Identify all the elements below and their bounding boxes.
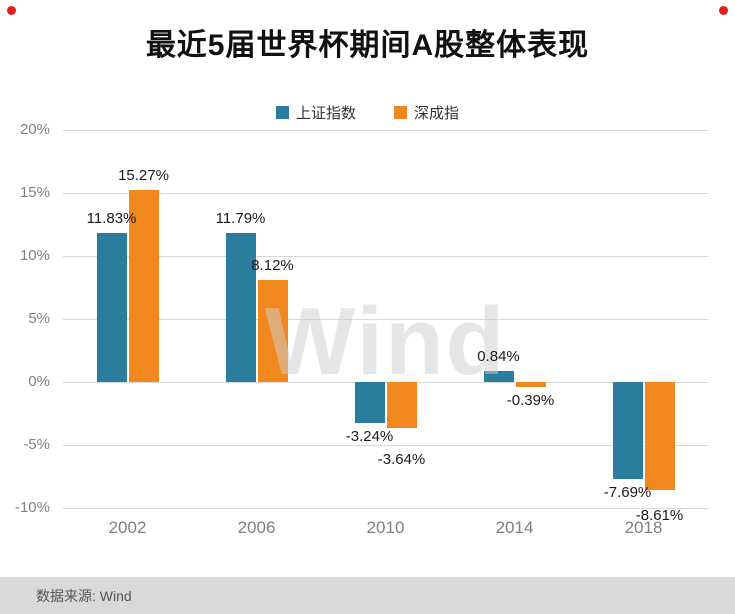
y-tick-label: 20% — [19, 121, 50, 138]
gridline — [63, 256, 708, 257]
bar-上证指数-2002 — [96, 232, 127, 382]
chart-legend: 上证指数 深成指 — [0, 102, 735, 123]
bar-value-label: 8.12% — [251, 256, 294, 274]
red-marker-dot-right — [719, 6, 728, 15]
y-axis-labels: 20% 15% 10% 5% 0% -5% -10% — [0, 121, 56, 516]
bar-深成指-2002 — [128, 189, 159, 382]
red-marker-dot-left — [7, 6, 16, 15]
source-text: 数据来源: Wind — [36, 587, 132, 604]
bar-value-label: 0.84% — [477, 348, 520, 366]
x-tick-label: 2018 — [624, 518, 663, 537]
bar-深成指-2018 — [644, 382, 675, 491]
y-tick-label: 0% — [28, 373, 50, 390]
y-tick-label: 10% — [19, 247, 50, 264]
legend-label-shenzhen: 深成指 — [414, 105, 460, 122]
source-strip: 数据来源: Wind — [0, 577, 735, 614]
bar-上证指数-2014 — [483, 371, 514, 382]
y-tick-label: -10% — [14, 499, 50, 516]
gridline — [63, 319, 708, 320]
bar-value-label: 15.27% — [118, 166, 169, 184]
chart-title: 最近5届世界杯期间A股整体表现 — [145, 29, 590, 62]
plot-area: Wind 11.83% 15.27% 11.79% 8.12% -3.24% -3.64%… — [63, 130, 708, 524]
bar-value-label: -7.69% — [603, 483, 652, 501]
bar-深成指-2014 — [515, 382, 546, 387]
x-tick-label: 2014 — [495, 518, 534, 537]
bar-value-label: -3.24% — [345, 427, 394, 445]
bar-value-label: 11.79% — [215, 210, 266, 228]
legend-swatch-0 — [275, 106, 289, 119]
bar-深成指-2010 — [386, 382, 417, 428]
x-tick-label: 2006 — [237, 518, 276, 537]
gridline — [63, 130, 708, 131]
gridline — [63, 193, 708, 194]
y-tick-label: 15% — [19, 184, 50, 201]
gridline — [63, 508, 708, 509]
bar-上证指数-2010 — [354, 382, 385, 423]
bar-上证指数-2018 — [612, 382, 643, 479]
gridline — [63, 382, 708, 383]
bar-深成指-2006 — [257, 279, 288, 382]
legend-swatch-1 — [394, 106, 407, 119]
x-axis-labels: 2002 2006 2010 2014 2018 — [63, 518, 708, 544]
x-tick-label: 2010 — [366, 518, 405, 537]
legend-item-shanghai: 上证指数 — [275, 102, 356, 123]
bar-上证指数-2006 — [225, 233, 256, 382]
bar-value-label: -3.64% — [377, 450, 426, 468]
y-tick-label: -5% — [23, 436, 50, 453]
gridline — [63, 445, 708, 446]
legend-label-shanghai: 上证指数 — [295, 105, 356, 122]
bar-value-label: -0.39% — [506, 391, 555, 409]
y-tick-label: 5% — [28, 310, 50, 327]
wind-watermark: Wind — [264, 287, 507, 395]
bar-value-label: 11.83% — [86, 209, 137, 227]
bar-value-label: -8.61% — [635, 506, 684, 524]
x-tick-label: 2002 — [108, 518, 147, 537]
legend-item-shenzhen: 深成指 — [394, 102, 459, 123]
